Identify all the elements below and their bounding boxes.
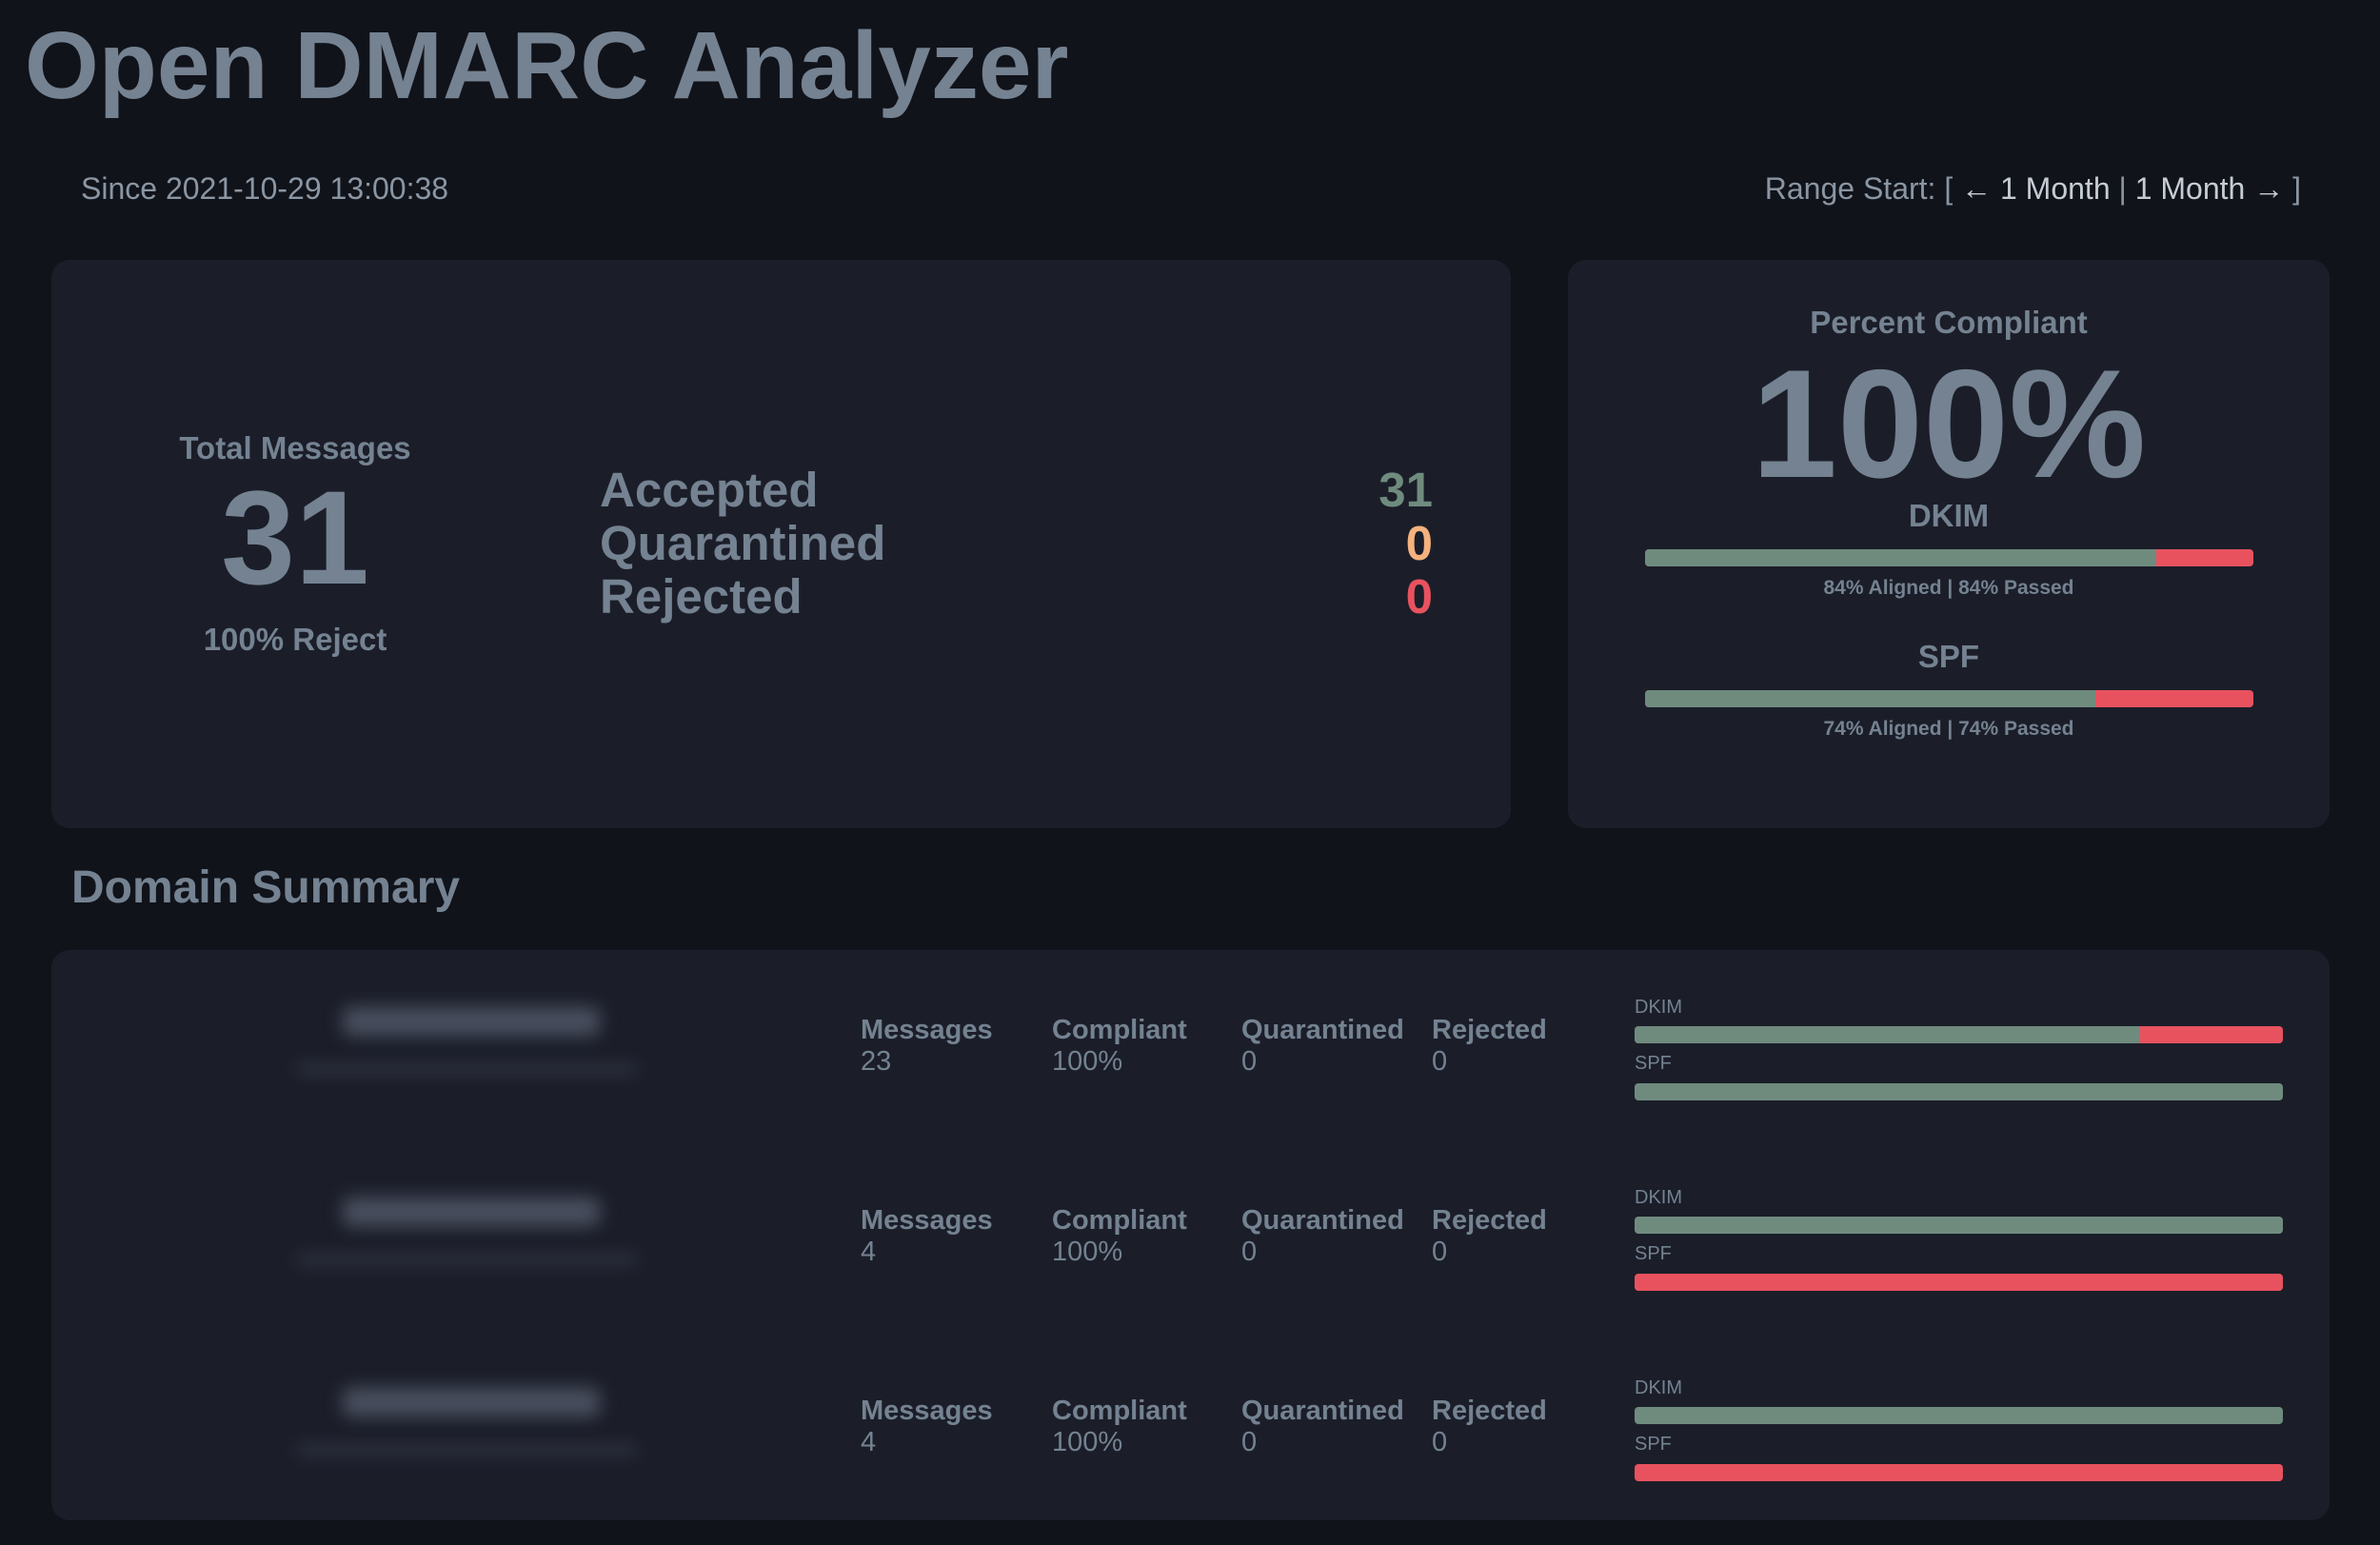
row-dkim-label: DKIM: [1635, 1187, 1682, 1208]
row-dkim-bar-fill: [1635, 1407, 2283, 1424]
compliance-card: [1568, 260, 2330, 828]
spf-bar: [1645, 690, 2253, 707]
row-dkim-label: DKIM: [1635, 997, 1682, 1018]
domain-subtext-redacted: [295, 1445, 638, 1455]
column-header-messages: Messages: [861, 1396, 993, 1426]
row-spf-bar: [1635, 1274, 2283, 1291]
percent-compliant-label: Percent Compliant: [1810, 305, 2088, 340]
rejected-value: 0: [1432, 1046, 1448, 1077]
quarantined-value: 0: [1405, 516, 1433, 570]
row-dkim-bar: [1635, 1217, 2283, 1234]
row-dkim-bar: [1635, 1407, 2283, 1424]
range-forward-link[interactable]: 1 Month →: [2134, 171, 2285, 206]
dkim-caption: 84% Aligned | 84% Passed: [1823, 577, 2074, 599]
row-spf-label: SPF: [1635, 1053, 1672, 1074]
accepted-value: 31: [1378, 463, 1433, 517]
row-spf-bar-fill: [1635, 1083, 2283, 1100]
dkim-bar-fill: [1645, 549, 2156, 566]
spf-label: SPF: [1917, 639, 1980, 674]
dkim-bar: [1645, 549, 2253, 566]
domain-summary-card: [51, 950, 2330, 1520]
spf-caption: 74% Aligned | 74% Passed: [1823, 718, 2074, 740]
column-header-compliant: Compliant: [1052, 1205, 1187, 1236]
quarantined-label: Quarantined: [600, 516, 886, 570]
row-spf-bar: [1635, 1083, 2283, 1100]
row-spf-label: SPF: [1635, 1434, 1672, 1455]
totals-card: [51, 260, 1511, 828]
dkim-label: DKIM: [1908, 498, 1990, 533]
compliant-value: 100%: [1052, 1237, 1123, 1267]
row-dkim-bar: [1635, 1026, 2283, 1043]
range-back-link[interactable]: ← 1 Month: [1961, 171, 2111, 206]
page-title: Open DMARC Analyzer: [25, 12, 1069, 119]
domain-subtext-redacted: [295, 1255, 638, 1264]
column-header-quarantined: Quarantined: [1241, 1205, 1404, 1236]
quarantined-value: 0: [1241, 1237, 1258, 1267]
messages-value: 4: [861, 1237, 877, 1267]
total-messages-count: 31: [221, 463, 369, 612]
range-separator: |: [2110, 171, 2135, 206]
rejected-value: 0: [1432, 1237, 1448, 1267]
domain-subtext-redacted: [295, 1064, 638, 1074]
row-dkim-bar-fill: [1635, 1026, 2141, 1043]
range-prefix: Range Start: [: [1764, 171, 1954, 206]
domain-name-redacted: [343, 1388, 600, 1416]
quarantined-value: 0: [1241, 1046, 1258, 1077]
rejected-value: 0: [1405, 569, 1433, 624]
quarantined-value: 0: [1241, 1427, 1258, 1457]
rejected-label: Rejected: [600, 569, 803, 624]
messages-value: 23: [861, 1046, 892, 1077]
column-header-quarantined: Quarantined: [1241, 1396, 1404, 1426]
spf-bar-fill: [1645, 690, 2095, 707]
rejected-value: 0: [1432, 1427, 1448, 1457]
compliant-value: 100%: [1052, 1427, 1123, 1457]
compliant-value: 100%: [1052, 1046, 1123, 1077]
column-header-quarantined: Quarantined: [1241, 1015, 1404, 1045]
domain-name-redacted: [343, 1007, 600, 1036]
column-header-rejected: Rejected: [1432, 1205, 1547, 1236]
messages-value: 4: [861, 1427, 877, 1457]
column-header-compliant: Compliant: [1052, 1015, 1187, 1045]
row-dkim-label: DKIM: [1635, 1377, 1682, 1398]
column-header-rejected: Rejected: [1432, 1396, 1547, 1426]
domain-name-redacted: [343, 1198, 600, 1226]
since-timestamp: Since 2021-10-29 13:00:38: [81, 171, 449, 206]
range-suffix: ]: [2284, 171, 2301, 206]
row-dkim-bar-fill: [1635, 1217, 2283, 1234]
domain-summary-title: Domain Summary: [71, 862, 461, 913]
percent-compliant-value: 100%: [1751, 338, 2147, 510]
range-selector: Range Start: [ ← 1 Month | 1 Month → ]: [1765, 171, 2301, 207]
column-header-messages: Messages: [861, 1015, 993, 1045]
accepted-label: Accepted: [600, 463, 819, 517]
column-header-messages: Messages: [861, 1205, 993, 1236]
column-header-rejected: Rejected: [1432, 1015, 1547, 1045]
total-messages-label: Total Messages: [179, 430, 411, 465]
row-spf-label: SPF: [1635, 1243, 1672, 1264]
policy-label: 100% Reject: [203, 622, 387, 657]
row-spf-bar: [1635, 1464, 2283, 1481]
column-header-compliant: Compliant: [1052, 1396, 1187, 1426]
